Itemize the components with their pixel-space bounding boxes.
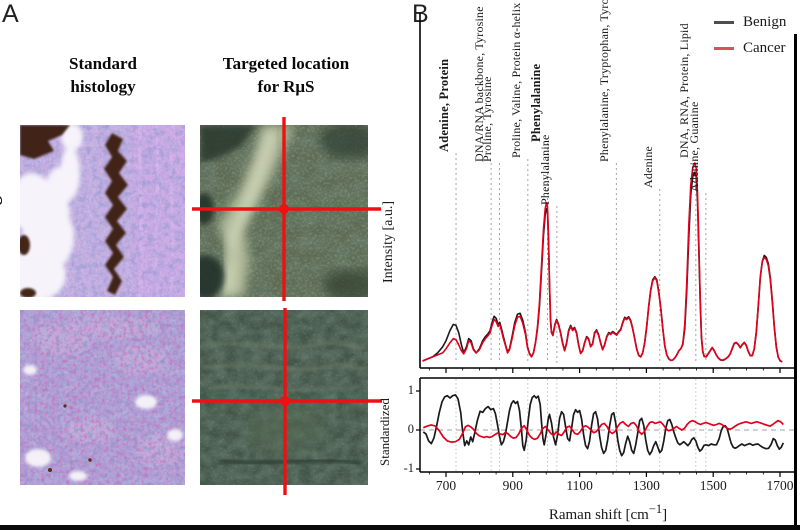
intensity-axis-label: Intensity [a.u.] — [381, 200, 396, 283]
raman-shift-axis-label: Raman shift [cm−1] — [500, 502, 716, 524]
column-header-standard-histology: Standard histology — [28, 52, 178, 98]
legend-row-benign: Benign — [714, 13, 786, 31]
x-tick-label: 900 — [502, 478, 523, 493]
peak-label: Adenine, Guanine — [686, 101, 701, 192]
legend-label-cancer: Cancer — [743, 39, 786, 56]
header-line: histology — [70, 77, 136, 96]
benign-line-swatch — [714, 20, 734, 24]
figure-bottom-border — [0, 525, 800, 530]
y-tick-label: 0 — [407, 422, 414, 436]
x-tick-label: 1500 — [699, 478, 727, 493]
x-tick-label: 1100 — [566, 478, 593, 493]
row-label-benign: Benign — [0, 185, 2, 240]
xaxis-label-sup: −1 — [648, 502, 663, 516]
xaxis-label-post: ] — [662, 507, 668, 523]
benign-targeted-image — [200, 125, 368, 297]
y-tick-label: 1 — [407, 383, 414, 397]
xaxis-label-pre: Raman shift [cm — [548, 507, 649, 523]
y-tick-label: -1 — [403, 461, 414, 475]
column-header-targeted-location: Targeted location for RμS — [203, 52, 369, 98]
legend: Benign Cancer — [714, 13, 786, 65]
panel-a-label: A — [2, 0, 19, 28]
peak-label: Phenylalanine — [537, 134, 552, 205]
row-label-cancer: Cancer — [0, 376, 2, 432]
benign-histology-image — [20, 125, 185, 297]
peak-label: Phenylalanine, Tryptophan, Tyrosine — [597, 0, 612, 162]
header-line: Targeted location — [222, 54, 350, 73]
legend-row-cancer: Cancer — [714, 39, 786, 57]
raman-spectra-plot — [419, 13, 795, 373]
peak-label: Adenine, Protein — [437, 58, 452, 152]
header-line: for RμS — [257, 77, 315, 96]
x-tick-label: 1300 — [632, 478, 660, 493]
figure-right-border — [794, 34, 797, 526]
peak-label: Proline, Tyrosine — [480, 76, 495, 162]
cancer-line-swatch — [714, 46, 734, 50]
x-tick-label: 700 — [435, 478, 457, 493]
legend-label-benign: Benign — [743, 13, 787, 30]
header-line: Standard — [68, 54, 138, 73]
standardized-axis-label: Standardized — [377, 398, 392, 466]
cancer-histology-image — [20, 310, 185, 485]
cancer-targeted-image — [200, 310, 368, 485]
peak-label: Proline, Valine, Protein α-helix — [508, 2, 523, 158]
peak-label: Adenine — [640, 145, 655, 188]
x-tick-label: 1700 — [766, 478, 794, 493]
peak-label: Phenylalanine — [528, 63, 543, 142]
